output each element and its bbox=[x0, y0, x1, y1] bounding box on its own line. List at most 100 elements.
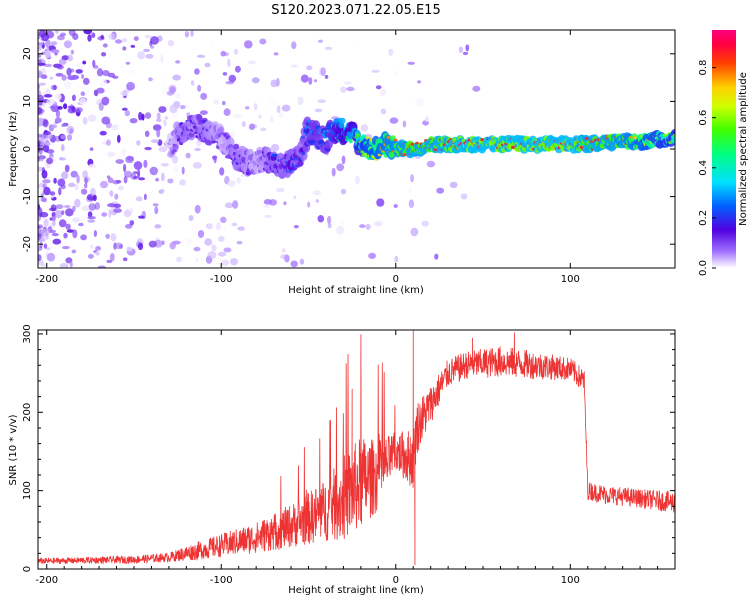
spectrogram-noise-blob bbox=[186, 237, 193, 245]
spectrogram-noise-blob bbox=[389, 117, 399, 124]
spectrogram-noise-blob bbox=[102, 43, 108, 48]
spectrogram-noise-blob bbox=[408, 186, 413, 194]
spectrogram-noise-blob bbox=[425, 116, 429, 123]
spectrogram-noise-blob bbox=[106, 139, 111, 146]
spectrogram-noise-blob bbox=[236, 240, 243, 245]
spectrogram-noise-blob bbox=[167, 178, 174, 184]
spectrogram-noise-blob bbox=[144, 112, 152, 119]
spectrogram-noise-blob bbox=[394, 255, 399, 263]
spectrogram-noise-blob bbox=[336, 163, 345, 172]
spectrogram-noise-blob bbox=[204, 238, 213, 246]
spectrogram-noise-blob bbox=[248, 60, 257, 65]
spectrogram-noise-blob bbox=[388, 48, 394, 57]
spectrogram-noise-blob bbox=[220, 216, 227, 223]
spectrogram-noise-blob bbox=[42, 143, 50, 153]
spectrogram-noise-blob bbox=[174, 92, 182, 100]
spectrogram-noise-blob bbox=[53, 177, 57, 184]
spectrogram-noise-blob bbox=[154, 206, 159, 215]
spectrogram-noise-blob bbox=[49, 191, 56, 196]
spectrogram-noise-blob bbox=[161, 172, 165, 182]
spectrogram-noise-blob bbox=[324, 74, 329, 79]
spectrogram-noise-blob bbox=[220, 259, 230, 266]
spectrogram-ridge-mark bbox=[672, 133, 675, 137]
spectrogram-noise-blob bbox=[87, 253, 94, 259]
spectrogram-noise-blob bbox=[180, 199, 186, 204]
spectrogram-noise-blob bbox=[123, 170, 133, 178]
colorbar-tick-label: 0.8 bbox=[698, 60, 709, 76]
spectrogram-noise-blob bbox=[368, 252, 376, 259]
spectrogram-noise-blob bbox=[88, 203, 97, 211]
spectrogram-noise-blob bbox=[327, 215, 332, 225]
spectrogram-noise-blob bbox=[114, 193, 119, 200]
spectrogram-ridge-mark bbox=[217, 126, 224, 133]
spectrogram-noise-blob bbox=[71, 94, 76, 102]
spectrogram-noise-blob bbox=[317, 99, 327, 104]
spectrogram-noise-blob bbox=[167, 40, 175, 47]
spectrogram-noise-blob bbox=[87, 34, 92, 42]
spectrogram-noise-blob bbox=[137, 51, 146, 60]
spectrogram-noise-blob bbox=[237, 226, 245, 231]
spectrogram-noise-blob bbox=[297, 96, 304, 106]
spectrogram-noise-blob bbox=[171, 240, 181, 245]
spectrogram-noise-blob bbox=[45, 247, 51, 251]
spectrogram-noise-blob bbox=[138, 215, 145, 219]
spectrogram-noise-blob bbox=[233, 48, 239, 55]
spectrogram-noise-blob bbox=[62, 150, 67, 159]
spectrogram-noise-blob bbox=[327, 223, 332, 229]
spectrogram-noise-blob bbox=[434, 253, 439, 260]
spectrogram-y-tick-label: 20 bbox=[22, 47, 33, 60]
spectrogram-noise-blob bbox=[154, 224, 162, 229]
spectrogram-noise-blob bbox=[71, 249, 77, 254]
spectrogram-noise-blob bbox=[269, 99, 278, 108]
spectrogram-noise-blob bbox=[181, 166, 185, 175]
spectrogram-noise-blob bbox=[161, 163, 169, 167]
spectrogram-noise-blob bbox=[407, 61, 415, 65]
spectrogram-noise-blob bbox=[45, 39, 51, 48]
spectrogram-noise-blob bbox=[293, 225, 299, 229]
spectrogram-noise-blob bbox=[56, 64, 64, 70]
spectrogram-noise-blob bbox=[340, 86, 347, 93]
spectrogram-noise-blob bbox=[42, 119, 49, 128]
spectrogram-noise-blob bbox=[89, 244, 94, 249]
spectrogram-noise-blob bbox=[460, 193, 468, 200]
spectrogram-noise-blob bbox=[213, 155, 217, 164]
spectrogram-xlabel: Height of straight line (km) bbox=[288, 285, 424, 296]
spectrogram-noise-blob bbox=[93, 230, 97, 237]
spectrogram-noise-blob bbox=[192, 162, 202, 169]
spectrogram-noise-blob bbox=[169, 104, 178, 114]
spectrogram-noise-blob bbox=[260, 127, 267, 132]
spectrogram-noise-blob bbox=[371, 69, 380, 73]
spectrogram-noise-blob bbox=[46, 98, 55, 106]
spectrogram-noise-blob bbox=[161, 240, 165, 246]
spectrogram-noise-blob bbox=[41, 263, 46, 268]
spectrogram-ridge-mark bbox=[410, 142, 415, 146]
spectrogram-noise-blob bbox=[74, 184, 79, 190]
spectrogram-x-tick-label: 0 bbox=[393, 274, 399, 285]
spectrogram-noise-blob bbox=[99, 180, 109, 189]
spectrogram-noise-blob bbox=[90, 187, 96, 197]
spectrogram-noise-blob bbox=[184, 31, 190, 38]
snr-plot-area bbox=[38, 330, 675, 566]
spectrogram-noise-blob bbox=[118, 185, 124, 191]
spectrogram-noise-blob bbox=[360, 124, 369, 132]
colorbar-label: Normalized spectral amplitude bbox=[738, 72, 749, 226]
spectrogram-noise-blob bbox=[133, 161, 143, 170]
spectrogram-noise-blob bbox=[158, 106, 167, 113]
spectrogram-noise-blob bbox=[130, 44, 136, 48]
spectrogram-noise-blob bbox=[211, 244, 217, 252]
spectrogram-noise-blob bbox=[50, 204, 57, 212]
spectrogram-noise-blob bbox=[179, 179, 186, 186]
spectrogram-noise-blob bbox=[107, 203, 116, 208]
spectrogram-noise-blob bbox=[341, 155, 346, 165]
spectrogram-noise-blob bbox=[67, 105, 75, 109]
spectrogram-ridge-mark bbox=[301, 151, 306, 155]
spectrogram-noise-blob bbox=[54, 117, 62, 124]
spectrogram-noise-blob bbox=[408, 199, 415, 208]
spectrogram-noise-blob bbox=[150, 139, 159, 144]
spectrogram-noise-blob bbox=[38, 102, 43, 106]
spectrogram-noise-blob bbox=[122, 257, 128, 262]
snr-series-line bbox=[38, 330, 675, 566]
spectrogram-noise-blob bbox=[61, 55, 69, 61]
spectrogram-noise-blob bbox=[149, 166, 158, 176]
